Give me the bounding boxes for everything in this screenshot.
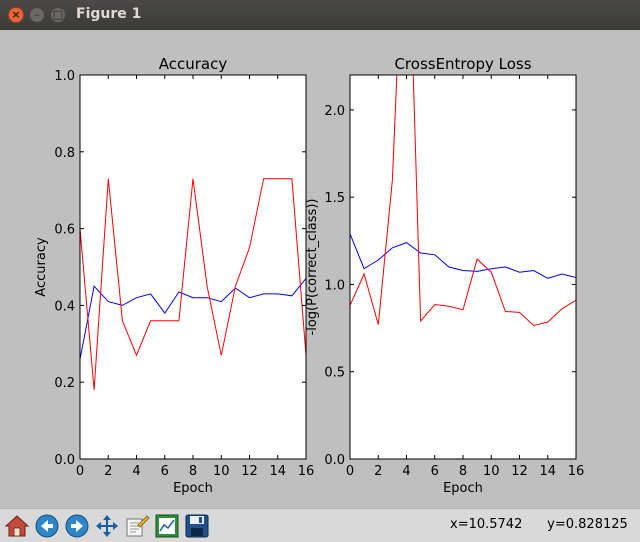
chart-title: Accuracy [159,55,228,73]
y-tick-label: 1.0 [324,278,345,293]
window-titlebar[interactable]: × – □ Figure 1 [0,0,640,30]
maximize-button[interactable]: □ [50,7,66,23]
axes-background [80,75,306,459]
x-tick-label: 2 [374,464,382,479]
chart-title: CrossEntropy Loss [394,55,531,73]
y-tick-label: 1.0 [54,69,75,84]
figure-canvas[interactable]: 0 2 4 6 8 10 12 14 16 0.0 0.2 0.4 0.6 0.8 1.0 Accuracy E… [0,30,640,508]
x-tick-label: 14 [269,464,286,479]
series-line-red [80,178,306,390]
x-tick-label: 8 [189,464,197,479]
x-tick-label: 4 [402,464,410,479]
axes-background [350,75,576,459]
pan-button[interactable] [94,513,120,539]
x-tick-label: 4 [132,464,140,479]
y-axis-label: -log(P(correct_class)) [305,199,320,336]
save-button[interactable] [184,513,210,539]
close-button[interactable]: × [8,7,24,23]
maximize-icon: □ [52,8,64,21]
subplot-2: 0 2 4 6 8 10 12 14 16 0.0 0.5 1.0 1.5 2.0 CrossEntropy… [305,55,585,496]
back-arrow-icon [35,514,59,538]
x-tick-label: 10 [213,464,230,479]
y-tick-label: 0.4 [54,299,75,314]
close-icon: × [11,8,21,21]
y-tick-label: 0.6 [54,223,75,238]
x-tick-label: 0 [76,464,84,479]
y-tick-label: 0.0 [54,453,75,468]
x-tick-label: 2 [104,464,112,479]
subplots-button[interactable] [154,513,180,539]
x-tick-label: 14 [539,464,556,479]
y-tick-label: 0.2 [54,376,75,391]
plot-svg[interactable]: 0 2 4 6 8 10 12 14 16 0.0 0.2 0.4 0.6 0.8 1.0 Accuracy E… [0,30,640,508]
x-tick-label: 0 [346,464,354,479]
back-button[interactable] [34,513,60,539]
y-tick-label: 0.8 [54,146,75,161]
home-icon [4,515,30,537]
x-axis-label: Epoch [443,481,483,496]
save-icon [185,514,209,538]
pan-icon [96,515,118,537]
x-tick-label: 16 [298,464,315,479]
minimize-icon: – [34,8,40,21]
series-line-blue [350,233,576,279]
window-title: Figure 1 [76,6,142,22]
series-line-blue [80,278,306,360]
navigation-toolbar: x=10.5742 y=0.828125 [0,508,640,542]
coordinate-readout: x=10.5742 y=0.828125 [450,517,628,532]
y-tick-label: 2.0 [324,104,345,119]
home-button[interactable] [4,513,30,539]
y-tick-label: 0.0 [324,453,345,468]
coord-y: y=0.828125 [547,517,628,532]
forward-arrow-icon [65,514,89,538]
x-tick-label: 16 [568,464,585,479]
y-axis-label: Accuracy [34,237,49,297]
y-tick-label: 1.5 [324,191,345,206]
x-tick-label: 6 [431,464,439,479]
forward-button[interactable] [64,513,90,539]
x-tick-label: 10 [483,464,500,479]
x-axis-label: Epoch [173,481,213,496]
x-tick-label: 12 [511,464,528,479]
subplots-icon [155,514,179,538]
zoom-icon [126,515,150,537]
subplot-1: 0 2 4 6 8 10 12 14 16 0.0 0.2 0.4 0.6 0.8 1.0 Accuracy E… [34,55,314,496]
coord-x: x=10.5742 [450,517,523,532]
minimize-button[interactable]: – [29,7,45,23]
y-tick-label: 0.5 [324,366,345,381]
x-tick-label: 12 [241,464,258,479]
series-line-red [350,75,576,327]
zoom-button[interactable] [124,513,150,539]
x-tick-label: 6 [161,464,169,479]
x-tick-label: 8 [459,464,467,479]
